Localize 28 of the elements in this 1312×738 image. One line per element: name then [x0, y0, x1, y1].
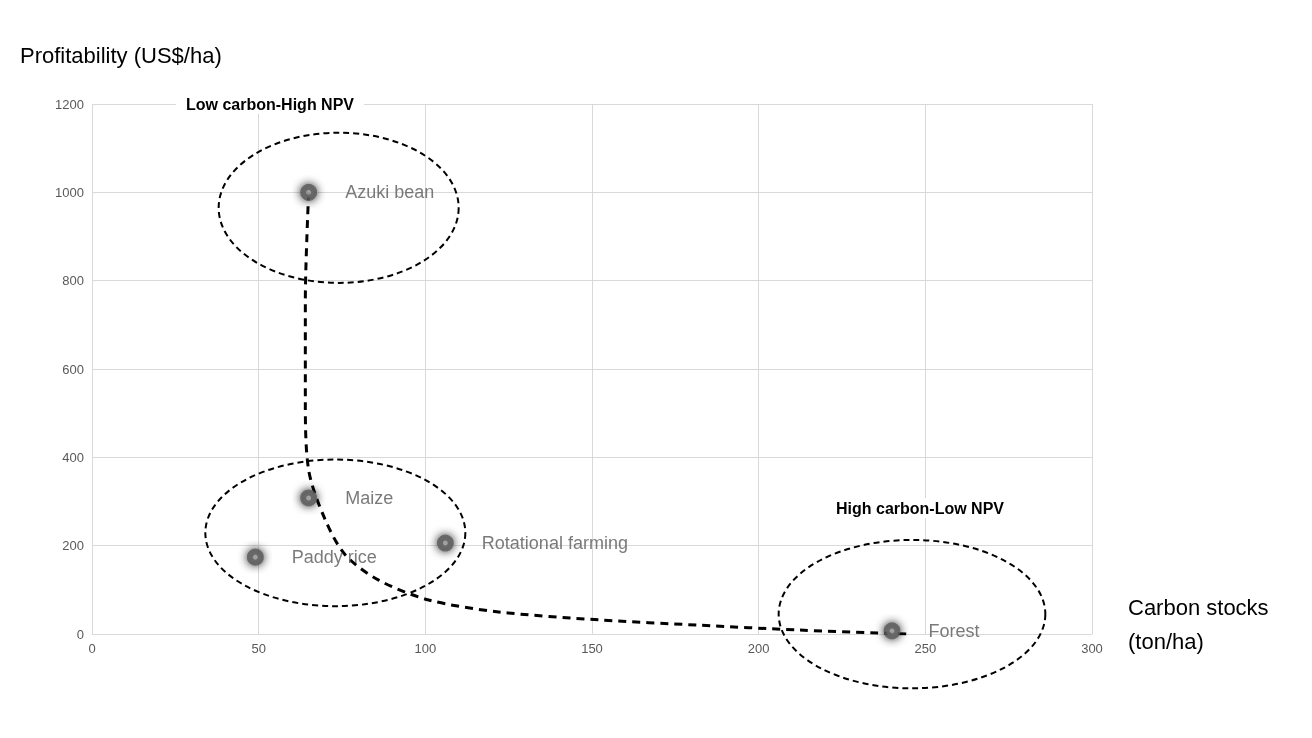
x-tick-label: 200: [747, 641, 770, 656]
y-tick-label: 600: [62, 361, 84, 377]
y-tick-label: 400: [62, 449, 84, 465]
point: [883, 622, 901, 640]
x-tick-label: 300: [1081, 641, 1103, 656]
x-tick-label: 0: [88, 641, 96, 656]
series-label: Rotational farming: [481, 533, 628, 554]
series-label: Maize: [345, 487, 394, 508]
x-tick-label: 50: [251, 641, 266, 656]
y-tick-label: 1200: [55, 96, 84, 112]
x-axis-title: Carbon stocks (ton/ha): [1128, 594, 1275, 654]
x-tick-label: 250: [914, 641, 937, 656]
point: [246, 548, 264, 566]
y-tick-label: 0: [76, 626, 84, 642]
point: [300, 489, 318, 507]
y-tick-label: 800: [62, 273, 84, 289]
point: [436, 534, 454, 552]
annotation: High carbon-Low NPV: [836, 499, 1005, 517]
x-tick-label: 100: [414, 641, 437, 656]
x-tick-label: 150: [581, 641, 603, 656]
y-axis-title: Profitability (US$/ha): [20, 42, 222, 68]
annotation: Low carbon-High NPV: [186, 95, 355, 113]
point: [300, 183, 318, 201]
series-label: Paddy rice: [291, 547, 377, 568]
series-label: Forest: [928, 620, 980, 641]
series-label: Azuki bean: [345, 182, 435, 203]
y-tick-label: 200: [62, 538, 84, 554]
y-tick-label: 1000: [55, 184, 84, 200]
